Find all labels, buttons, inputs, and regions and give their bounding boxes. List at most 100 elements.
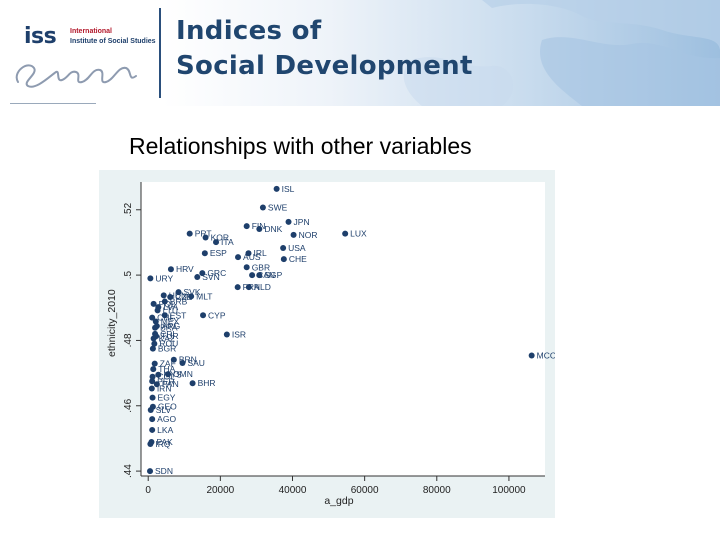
data-point xyxy=(167,266,174,273)
point-label: MCO xyxy=(537,350,555,360)
point-label: ISL xyxy=(282,184,295,194)
point-label: CAN xyxy=(257,270,275,280)
point-label: BHR xyxy=(198,378,216,388)
logo-abbrev: iss xyxy=(24,24,57,49)
point-label: CYP xyxy=(208,310,226,320)
data-point xyxy=(147,275,154,282)
point-label: BRB xyxy=(170,297,188,307)
point-label: AUS xyxy=(243,252,261,262)
plot-area xyxy=(141,182,545,476)
point-label: LVA xyxy=(163,302,178,312)
point-label: IRQ xyxy=(155,439,171,449)
data-point xyxy=(149,345,156,352)
point-label: HUN xyxy=(169,290,187,300)
data-point xyxy=(167,293,174,300)
data-point xyxy=(154,307,161,314)
point-label: ISR xyxy=(232,330,246,340)
x-tick-label: 60000 xyxy=(351,485,379,496)
data-point xyxy=(285,218,292,225)
banner: Indices of Social Development xyxy=(162,0,720,106)
point-label: SLV xyxy=(156,405,172,415)
data-point xyxy=(280,256,287,263)
data-point xyxy=(149,394,156,401)
data-point xyxy=(186,230,193,237)
data-point xyxy=(200,312,207,319)
data-point xyxy=(202,234,209,241)
logo-line2: Institute of Social Studies xyxy=(70,38,156,45)
point-label: SAU xyxy=(187,358,204,368)
data-point xyxy=(243,264,250,271)
data-point xyxy=(153,381,160,388)
data-point xyxy=(149,426,156,433)
point-label: EST xyxy=(170,310,187,320)
point-label: SGP xyxy=(264,270,282,280)
data-point xyxy=(150,300,157,307)
point-label: DNK xyxy=(264,224,282,234)
point-label: LUX xyxy=(350,229,367,239)
data-point xyxy=(160,292,167,299)
header: iss International Institute of Social St… xyxy=(0,0,720,106)
point-label: JPN xyxy=(294,217,310,227)
data-point xyxy=(152,318,159,325)
data-point xyxy=(147,407,154,414)
data-point xyxy=(243,223,250,230)
point-label: THA xyxy=(158,364,175,374)
logo-rule xyxy=(10,103,96,104)
y-tick-label: .52 xyxy=(123,202,134,216)
point-label: URY xyxy=(155,273,173,283)
data-point xyxy=(149,314,156,321)
data-point xyxy=(152,324,159,331)
point-label: LTU xyxy=(163,305,178,315)
banner-title-line1: Indices of xyxy=(176,16,322,46)
data-point xyxy=(150,366,157,373)
x-axis-label: a_gdp xyxy=(324,495,353,507)
header-divider xyxy=(159,8,161,98)
point-label: HRV xyxy=(176,264,194,274)
point-label: MLT xyxy=(196,291,212,301)
point-label: GRC xyxy=(207,268,226,278)
point-label: PRT xyxy=(195,229,212,239)
point-label: CHE xyxy=(289,254,307,264)
point-label: SVK xyxy=(184,287,201,297)
data-point xyxy=(234,284,241,291)
y-tick-label: .48 xyxy=(123,333,134,347)
data-point xyxy=(235,254,242,261)
data-point xyxy=(175,289,182,296)
data-point xyxy=(179,359,186,366)
data-point xyxy=(151,340,158,347)
world-map-icon xyxy=(403,0,720,106)
y-tick-label: .46 xyxy=(123,398,134,412)
data-point xyxy=(273,185,280,192)
data-point xyxy=(149,378,156,385)
data-point xyxy=(342,230,349,237)
y-axis-label: ethnicity_2010 xyxy=(106,289,118,357)
point-label: TUR xyxy=(161,331,178,341)
data-point xyxy=(161,298,168,305)
data-point xyxy=(148,385,155,392)
x-tick-label: 40000 xyxy=(279,485,307,496)
point-label: SDN xyxy=(155,466,173,476)
data-point xyxy=(188,293,195,300)
point-label: ESP xyxy=(210,248,227,258)
x-tick-label: 20000 xyxy=(206,485,234,496)
y-tick-label: .44 xyxy=(123,464,134,478)
point-label: ARG xyxy=(162,321,180,331)
data-point xyxy=(155,371,162,378)
data-point xyxy=(189,380,196,387)
x-tick-label: 80000 xyxy=(423,485,451,496)
data-point xyxy=(147,440,154,447)
point-label: ITA xyxy=(221,237,234,247)
data-point xyxy=(149,373,156,380)
point-label: USA xyxy=(288,243,306,253)
point-label: MYS xyxy=(163,370,182,380)
point-label: IRL xyxy=(253,248,267,258)
point-label: AGO xyxy=(157,414,176,424)
point-label: PAN xyxy=(162,379,179,389)
data-point xyxy=(280,244,287,251)
data-point xyxy=(150,335,157,342)
point-label: NOR xyxy=(299,230,318,240)
point-label: KAZ xyxy=(159,333,176,343)
y-tick-label: .5 xyxy=(123,270,134,279)
point-label: LKA xyxy=(157,425,173,435)
